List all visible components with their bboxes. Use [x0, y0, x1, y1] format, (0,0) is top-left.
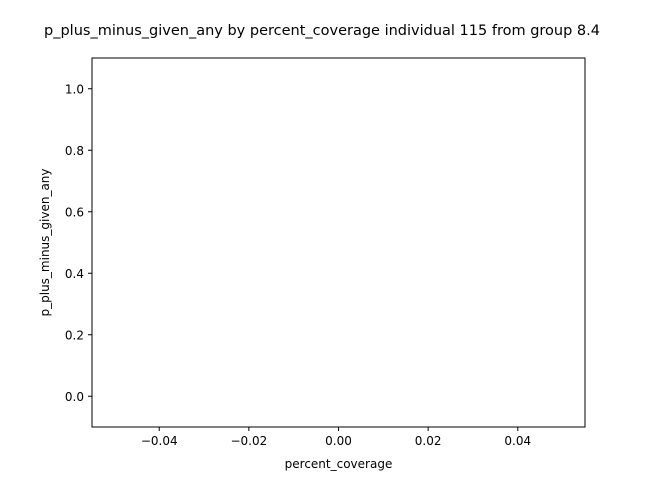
x-tick-label: −0.02 — [230, 434, 267, 448]
x-axis: −0.04 −0.02 0.00 0.02 0.04 — [141, 427, 531, 448]
y-tick-label: 0.0 — [65, 390, 84, 404]
y-axis: 0.0 0.2 0.4 0.6 0.8 1.0 — [65, 82, 92, 404]
y-tick-label: 0.4 — [65, 267, 84, 281]
plot-frame — [91, 57, 586, 428]
y-tick-label: 1.0 — [65, 82, 84, 96]
x-tick-label: 0.02 — [415, 434, 442, 448]
y-tick-label: 0.8 — [65, 144, 84, 158]
x-axis-label: percent_coverage — [285, 457, 393, 471]
y-tick-label: 0.6 — [65, 205, 84, 219]
x-tick-label: 0.00 — [325, 434, 352, 448]
y-axis-label: p_plus_minus_given_any — [38, 168, 52, 316]
x-tick-label: 0.04 — [504, 434, 531, 448]
chart-title: p_plus_minus_given_any by percent_covera… — [44, 23, 600, 39]
plot-area: −0.04 −0.02 0.00 0.02 0.04 0.0 0.2 0.4 0.6 0.8 1.… — [65, 57, 586, 448]
x-tick-label: −0.04 — [141, 434, 178, 448]
y-tick-label: 0.2 — [65, 328, 84, 342]
